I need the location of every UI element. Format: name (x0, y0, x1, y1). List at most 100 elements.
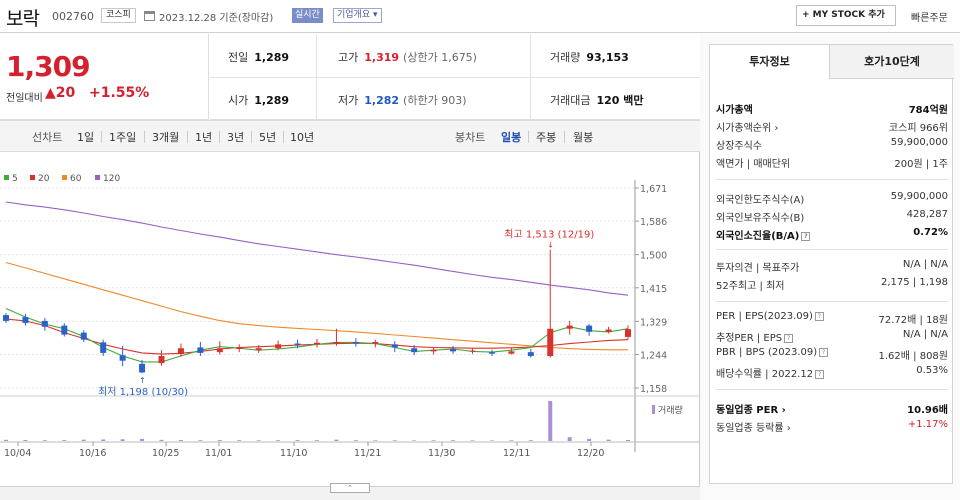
candle-chart-label: 봉차트 (455, 131, 486, 144)
y-tick-label: 1,329 (640, 317, 667, 328)
market-badge: 코스피 (101, 8, 136, 23)
candle-daily-tab[interactable]: 일봉 (501, 131, 522, 144)
candle-body (314, 342, 320, 345)
expand-handle-icon[interactable]: ⌃ (330, 483, 370, 493)
period-10y[interactable]: 10년 (290, 131, 315, 144)
period-3y[interactable]: 3년 (227, 131, 245, 144)
ma20-line (5, 318, 629, 355)
legend-swatch (30, 175, 35, 180)
info-label: 추정PER | EPS? (716, 329, 794, 344)
stock-chart[interactable]: 5 20 60 120 1,671 1,586 1,500 1,415 1,329 1,244 1,… (0, 152, 700, 487)
candle-body (139, 363, 146, 373)
y-tick-label: 1,415 (640, 284, 667, 295)
volume-bar (509, 440, 514, 441)
volume-bar (451, 440, 456, 441)
help-icon[interactable]: ? (815, 370, 825, 379)
info-row: 추정PER | EPS? N/A | N/A (716, 329, 948, 347)
candle-body (177, 348, 184, 355)
info-value: 72.72배 | 18원 (878, 315, 948, 326)
info-label: 시가총액 (716, 105, 753, 116)
stock-name: 보락 (6, 8, 40, 30)
help-icon[interactable]: ? (819, 348, 829, 357)
info-row: 동일업종 PER › 10.96배 (716, 401, 948, 419)
info-row: 동일업종 등락률 › +1.17% (716, 419, 948, 437)
divider (564, 131, 565, 143)
info-label: 상장주식수 (716, 141, 762, 152)
change-amount: ▲20 (45, 85, 76, 101)
period-5y[interactable]: 5년 (259, 131, 277, 144)
info-row: 외국인한도주식수(A) 59,900,000 (716, 191, 948, 209)
info-label: 시가총액순위 › (716, 123, 779, 134)
high-price: 고가 1,319 (상한가 1,675) (338, 51, 477, 64)
period-1y[interactable]: 1년 (195, 131, 213, 144)
info-label: PER | EPS(2023.09)? (716, 311, 824, 322)
period-1d[interactable]: 1일 (77, 131, 95, 144)
price-date: 2023.12.28 기준(장마감) (159, 13, 274, 24)
candle-body (333, 341, 340, 343)
info-label: PBR | BPS (2023.09)? (716, 347, 829, 358)
candle-body (236, 347, 243, 350)
candle-body (527, 352, 534, 357)
divider (716, 389, 948, 390)
change-percent: +1.55% (89, 85, 150, 101)
divider (187, 131, 188, 143)
candlestick-chart[interactable]: 5 20 60 120 1,671 1,586 1,500 1,415 1,329 1,244 1,… (0, 152, 700, 487)
x-tick-label: 11/21 (354, 448, 381, 459)
info-row: PBR | BPS (2023.09)? 1.62배 | 808원 (716, 347, 948, 365)
info-label: 외국인보유주식수(B) (716, 213, 805, 224)
y-tick-label: 1,500 (640, 251, 667, 262)
volume-bar (23, 440, 28, 441)
chart-scrollbar[interactable]: ⌃ (0, 483, 700, 500)
help-icon[interactable]: ? (801, 232, 811, 241)
info-value: 200원 | 1주 (894, 159, 948, 170)
volume-bar (101, 439, 106, 441)
candle-monthly-tab[interactable]: 월봉 (573, 131, 594, 144)
low-annotation: 최저 1,198 (10/30) (98, 386, 188, 398)
help-icon[interactable]: ? (814, 312, 824, 321)
tab-investment-info[interactable]: 투자정보 (710, 45, 830, 79)
candle-body (488, 352, 495, 354)
candle-body (80, 332, 87, 340)
info-value: +1.17% (907, 419, 948, 430)
volume-bar (140, 438, 145, 441)
volume-bar (62, 440, 67, 441)
x-tick-label: 10/25 (152, 448, 179, 459)
volume-bar (373, 440, 378, 441)
divider (528, 131, 529, 143)
info-value: 1.62배 | 808원 (878, 351, 948, 362)
low-price: 저가 1,282 (하한가 903) (338, 94, 467, 107)
period-1w[interactable]: 1주일 (109, 131, 137, 144)
volume-bar (392, 440, 397, 441)
candle-body (508, 351, 515, 354)
period-3m[interactable]: 3개월 (152, 131, 180, 144)
fast-order-link[interactable]: 빠른주문 (911, 13, 948, 24)
add-my-stock-button[interactable]: + MY STOCK 추가 (796, 5, 896, 26)
divider (716, 301, 948, 302)
stock-header: 보락 002760 코스피 2023.12.28 기준(장마감) 실시간 기업개… (0, 0, 960, 33)
info-label: 배당수익률 | 2022.12? (716, 365, 825, 380)
candle-body (158, 356, 165, 364)
legend-label: 5 (12, 174, 18, 184)
y-tick-label: 1,586 (640, 217, 667, 228)
volume-bar (159, 439, 164, 441)
candle-body (469, 350, 476, 352)
legend-label: 20 (38, 174, 50, 184)
candle-body (566, 325, 573, 329)
realtime-button[interactable]: 실시간 (292, 8, 323, 23)
info-label: 외국인한도주식수(A) (716, 195, 805, 206)
help-icon[interactable]: ? (784, 334, 794, 343)
company-overview-dropdown[interactable]: 기업개요 ▾ (333, 8, 382, 23)
divider (716, 249, 948, 250)
open-price: 시가 1,289 (228, 94, 290, 107)
info-row: 52주최고 | 최저 2,175 | 1,198 (716, 277, 948, 295)
arrow-up-icon: ↑ (139, 376, 146, 385)
info-value: 0.72% (913, 227, 948, 238)
current-price: 1,309 (6, 50, 91, 83)
x-tick-label: 11/30 (428, 448, 455, 459)
info-value: 코스피 966위 (888, 123, 948, 134)
candle-weekly-tab[interactable]: 주봉 (536, 131, 557, 144)
volume-legend-swatch (652, 405, 655, 414)
ma120-line (5, 201, 629, 296)
tab-orderbook-10[interactable]: 호가10단계 (830, 45, 954, 79)
candle-body (411, 348, 418, 353)
